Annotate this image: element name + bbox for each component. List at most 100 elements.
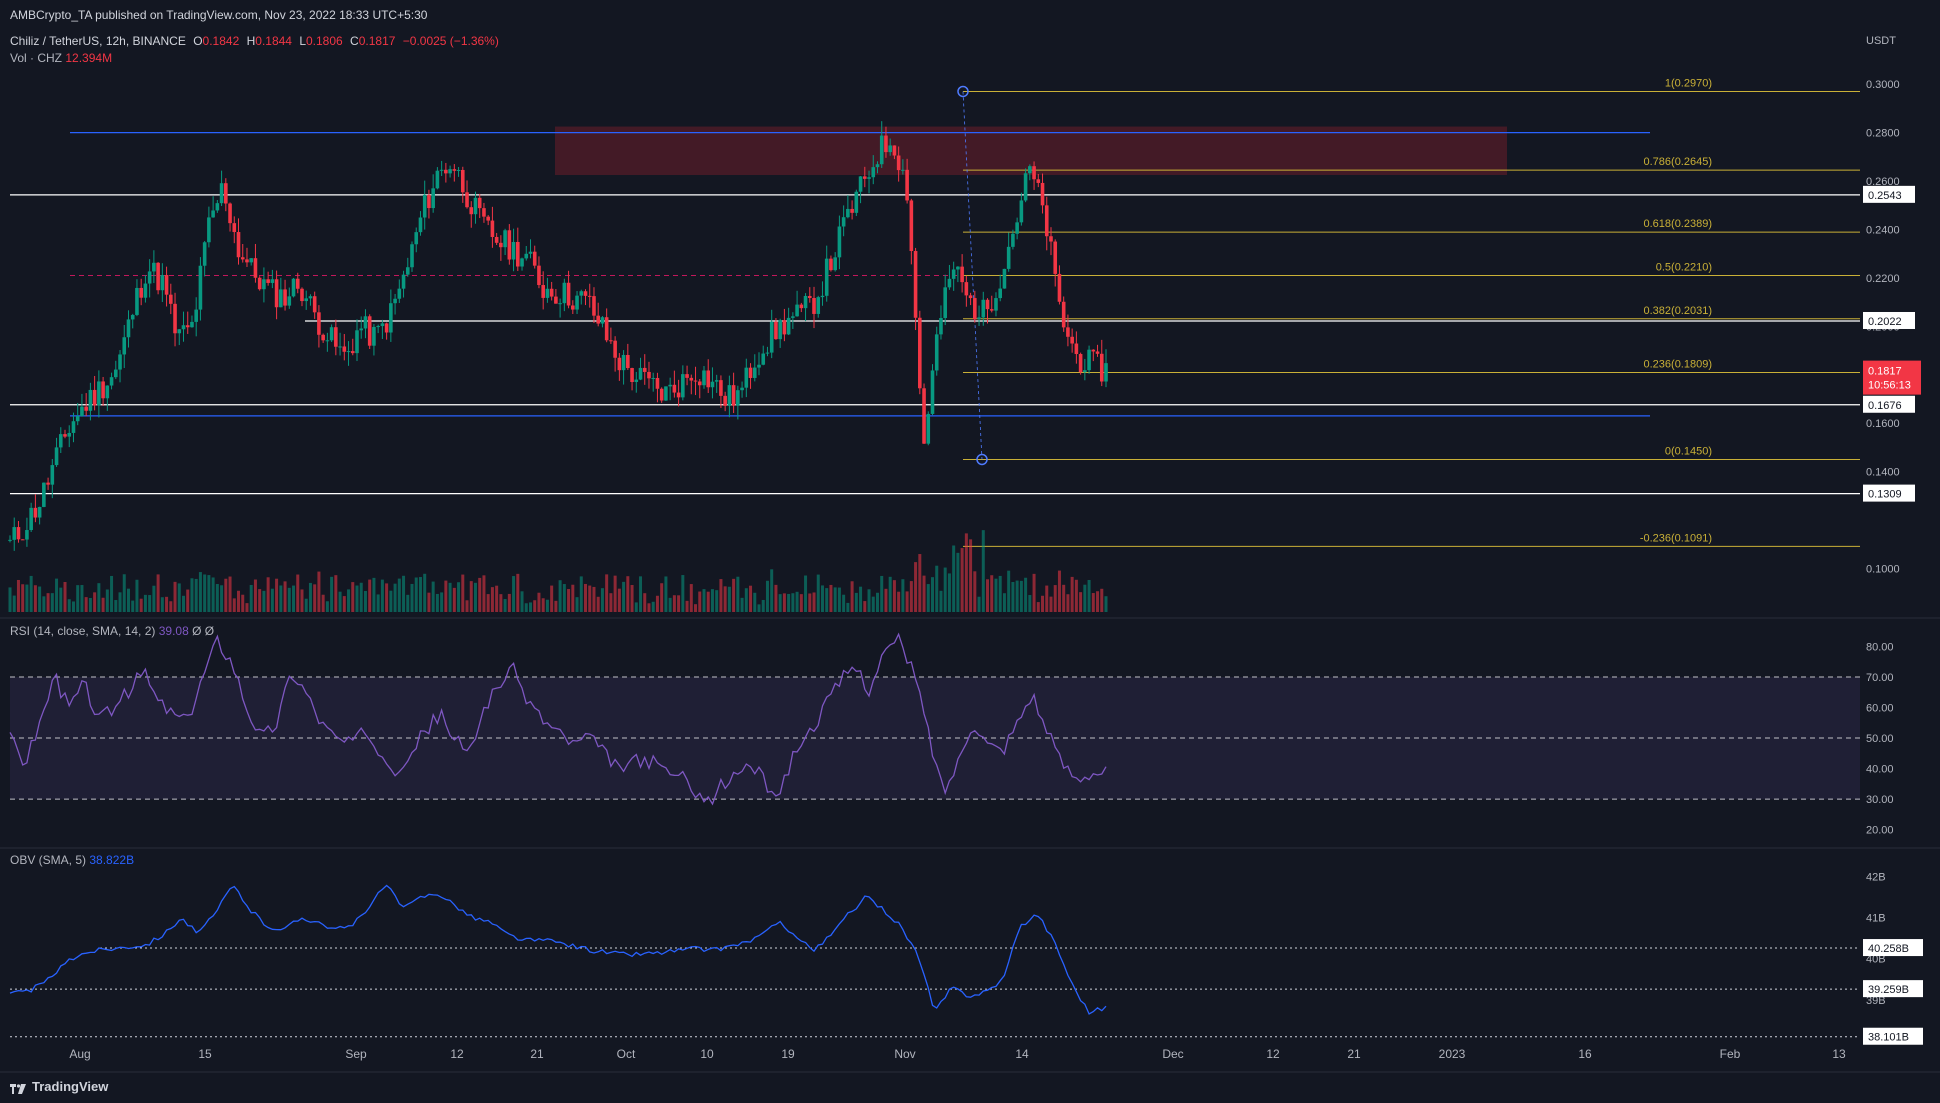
- candle-body: [829, 258, 833, 271]
- candle-body: [977, 317, 981, 320]
- volume-bar: [1024, 577, 1028, 612]
- candle-body: [740, 387, 744, 391]
- candle-body: [786, 317, 791, 335]
- candle-body: [384, 323, 389, 333]
- volume-bar: [16, 579, 20, 612]
- obv-level-label: 38.101B: [1868, 1032, 1909, 1044]
- candle-body: [524, 253, 529, 259]
- candle-body: [714, 380, 719, 382]
- low-value: 0.1806: [306, 34, 343, 48]
- x-axis-tick-label: Feb: [1720, 1047, 1741, 1061]
- candle-body: [672, 384, 677, 393]
- volume-bar: [994, 578, 998, 612]
- candle-body: [583, 291, 588, 296]
- candle-body: [520, 258, 524, 267]
- volume-bar: [757, 604, 761, 612]
- volume-bar: [829, 584, 833, 612]
- volume-bar: [452, 587, 456, 612]
- symbol-label[interactable]: Chiliz / TetherUS, 12h, BINANCE: [10, 34, 186, 48]
- candle-body: [418, 217, 423, 233]
- volume-bar: [846, 602, 850, 612]
- volume-bar: [698, 591, 702, 612]
- candle-body: [414, 232, 419, 245]
- candle-body: [494, 236, 499, 243]
- volume-bar: [736, 576, 740, 612]
- candle-body: [1066, 327, 1070, 337]
- candle-body: [173, 303, 177, 334]
- footer-brand[interactable]: TradingView: [10, 1079, 108, 1094]
- volume-bar: [660, 583, 664, 612]
- volume-bar: [926, 584, 930, 612]
- candle-body: [291, 278, 296, 297]
- candle-body: [833, 257, 837, 271]
- fib-level-label: 0.382(0.2031): [1644, 305, 1713, 317]
- candle-body: [456, 169, 461, 171]
- candle-body: [63, 434, 67, 437]
- candle-body: [600, 317, 605, 324]
- volume-bar: [681, 575, 685, 612]
- volume-bar: [473, 582, 477, 612]
- candle-body: [795, 304, 799, 317]
- volume-bar: [435, 593, 439, 612]
- candle-body: [71, 421, 76, 433]
- candle-body: [12, 527, 17, 540]
- candle-body: [185, 325, 190, 328]
- volume-bar: [875, 592, 879, 612]
- volume-bar: [50, 593, 54, 612]
- volume-bar: [1091, 593, 1095, 612]
- candle-body: [50, 465, 55, 485]
- candle-body: [245, 259, 249, 263]
- candle-body: [837, 226, 842, 258]
- candle-body: [215, 203, 220, 211]
- volume-bar: [1041, 595, 1045, 612]
- volume-bar: [355, 585, 359, 612]
- volume-label[interactable]: Vol · CHZ: [10, 51, 63, 65]
- volume-bar: [647, 603, 651, 612]
- volume-bar: [440, 592, 444, 612]
- volume-bar: [29, 575, 33, 612]
- y-axis-unit-label: USDT: [1866, 35, 1896, 47]
- candle-body: [926, 413, 931, 444]
- obv-line: [9, 884, 1107, 1015]
- candle-body: [435, 170, 440, 189]
- candle-body: [54, 447, 59, 466]
- volume-bar: [1074, 579, 1078, 612]
- volume-bar: [626, 576, 630, 612]
- candle-body: [744, 367, 749, 388]
- candle-body: [401, 274, 406, 289]
- volume-bar: [21, 584, 25, 612]
- volume-bar: [651, 601, 655, 612]
- open-value: 0.1842: [202, 34, 240, 48]
- volume-bar: [245, 603, 249, 612]
- volume-bar: [122, 574, 126, 612]
- candle-body: [126, 319, 131, 338]
- x-axis-tick-label: 16: [1578, 1047, 1592, 1061]
- volume-bar: [655, 595, 659, 612]
- candle-body: [774, 321, 778, 340]
- candle-body: [642, 367, 647, 372]
- obv-axis-tick-label: 39B: [1866, 995, 1886, 1007]
- candle-body: [321, 334, 325, 341]
- volume-bar: [770, 569, 774, 612]
- obv-label[interactable]: OBV (SMA, 5): [10, 853, 87, 867]
- candle-body: [913, 251, 918, 318]
- candle-body: [511, 241, 516, 260]
- price-label-badge: [1863, 484, 1915, 502]
- volume-bar: [981, 530, 985, 612]
- candle-body: [554, 296, 558, 304]
- candle-body: [702, 370, 706, 386]
- volume-bar: [1045, 585, 1049, 612]
- candle-body: [1078, 354, 1083, 373]
- candle-body: [998, 288, 1003, 299]
- candle-body: [626, 354, 630, 369]
- candle-body: [875, 164, 880, 168]
- candle-body: [697, 381, 702, 386]
- volume-bar: [613, 575, 617, 612]
- volume-bar: [186, 589, 190, 612]
- candle-body: [8, 539, 12, 541]
- candle-body: [181, 325, 186, 330]
- rsi-label[interactable]: RSI (14, close, SMA, 14, 2): [10, 624, 156, 638]
- volume-bar: [296, 574, 300, 612]
- candle-body: [596, 315, 601, 324]
